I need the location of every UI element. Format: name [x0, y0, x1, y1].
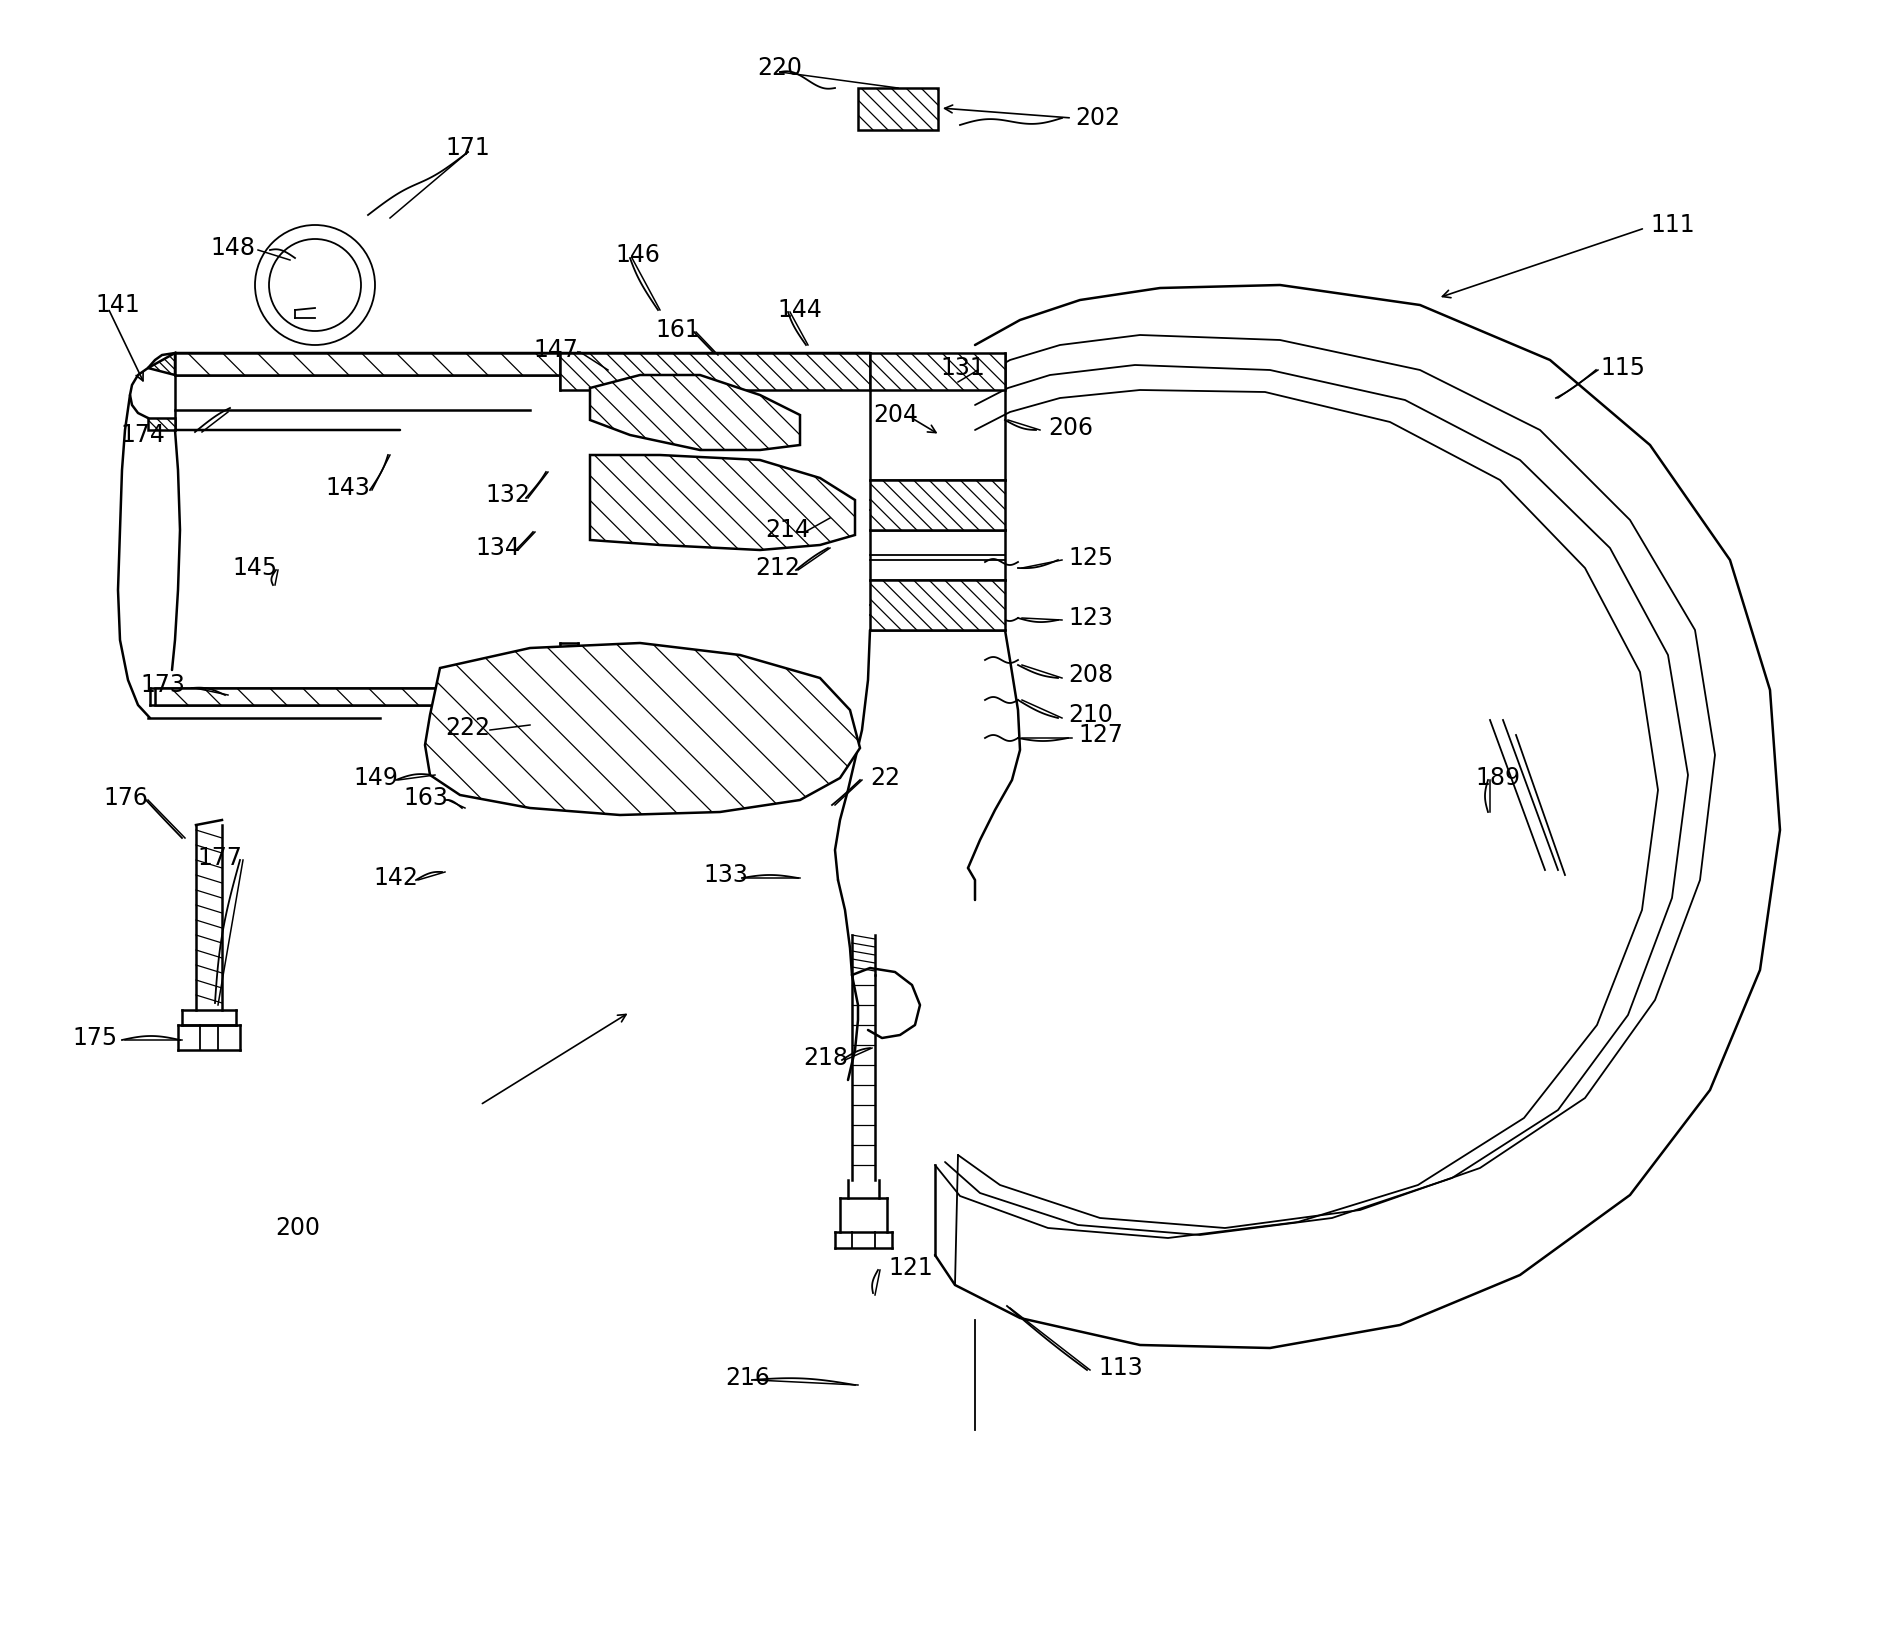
Text: 125: 125 [1069, 547, 1114, 570]
Text: 210: 210 [1069, 703, 1112, 726]
Text: 174: 174 [121, 423, 166, 446]
Text: 171: 171 [445, 137, 490, 160]
Text: 131: 131 [941, 356, 986, 380]
Polygon shape [424, 642, 860, 815]
Text: 123: 123 [1069, 606, 1112, 631]
Text: 204: 204 [873, 404, 918, 427]
Polygon shape [149, 418, 175, 430]
Polygon shape [871, 479, 1005, 530]
Text: 22: 22 [871, 766, 899, 791]
Text: 141: 141 [94, 293, 139, 316]
Text: 173: 173 [139, 674, 185, 697]
Polygon shape [590, 376, 799, 450]
Polygon shape [590, 455, 856, 550]
Text: 149: 149 [352, 766, 398, 791]
Text: 144: 144 [779, 298, 822, 323]
Text: 111: 111 [1649, 212, 1695, 237]
Polygon shape [871, 352, 1005, 390]
Text: 145: 145 [234, 557, 277, 580]
Text: 200: 200 [275, 1215, 320, 1240]
Text: 121: 121 [888, 1257, 933, 1280]
Text: 208: 208 [1069, 664, 1114, 687]
Text: 202: 202 [1074, 105, 1120, 130]
Text: 189: 189 [1476, 766, 1521, 791]
Text: 220: 220 [758, 56, 803, 81]
Text: 147: 147 [533, 338, 579, 362]
Text: 113: 113 [1097, 1355, 1142, 1380]
Text: 115: 115 [1600, 356, 1646, 380]
Text: 161: 161 [656, 318, 699, 343]
Polygon shape [149, 352, 175, 376]
Text: 218: 218 [803, 1046, 848, 1071]
Text: 216: 216 [726, 1365, 771, 1390]
Text: 143: 143 [324, 476, 369, 501]
Polygon shape [858, 87, 939, 130]
Text: 133: 133 [703, 863, 748, 888]
Text: 148: 148 [209, 236, 254, 260]
Text: 212: 212 [756, 557, 799, 580]
Text: 142: 142 [373, 866, 418, 889]
Text: 176: 176 [104, 786, 149, 810]
Text: 127: 127 [1078, 723, 1123, 748]
Text: 177: 177 [198, 847, 241, 870]
Text: 163: 163 [403, 786, 449, 810]
Text: 146: 146 [616, 244, 660, 267]
Text: 175: 175 [74, 1026, 119, 1051]
Polygon shape [560, 352, 871, 390]
Polygon shape [175, 352, 871, 376]
Text: 206: 206 [1048, 417, 1093, 440]
Text: 222: 222 [445, 716, 490, 740]
Text: 132: 132 [484, 483, 530, 507]
Text: 214: 214 [765, 519, 811, 542]
Text: 134: 134 [475, 535, 520, 560]
Polygon shape [155, 688, 550, 705]
Polygon shape [871, 580, 1005, 631]
